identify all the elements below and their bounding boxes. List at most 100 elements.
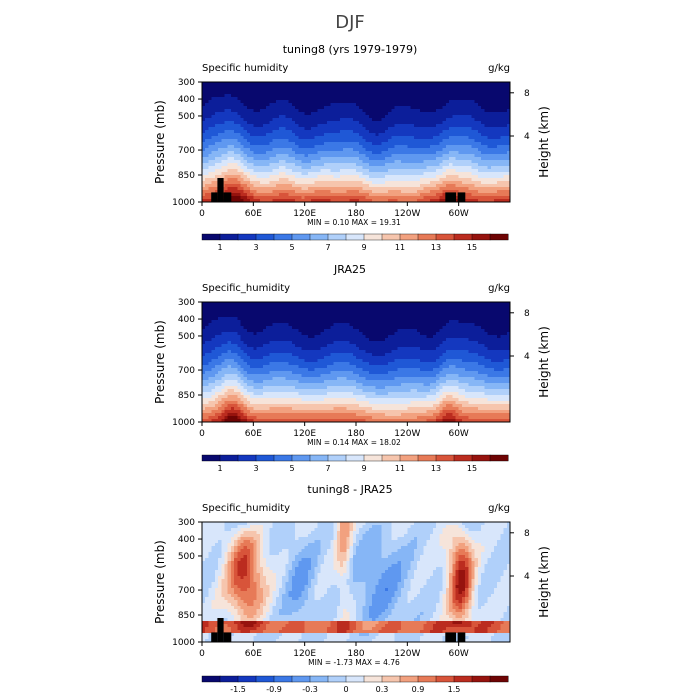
heatmap-cell bbox=[378, 97, 383, 101]
heatmap-cell bbox=[506, 100, 511, 104]
heatmap-cell bbox=[471, 82, 476, 86]
heatmap-cell bbox=[285, 139, 290, 143]
heatmap-cell bbox=[368, 88, 373, 92]
heatmap-cell bbox=[211, 169, 216, 173]
heatmap-cell bbox=[352, 100, 357, 104]
heatmap-cell bbox=[317, 88, 322, 92]
heatmap-cell bbox=[262, 160, 267, 164]
heatmap-cell bbox=[455, 160, 460, 164]
heatmap-cell bbox=[436, 169, 441, 173]
heatmap-cell bbox=[343, 139, 347, 143]
heatmap-cell bbox=[208, 148, 213, 152]
heatmap-cell bbox=[397, 118, 402, 122]
heatmap-cell bbox=[449, 97, 453, 101]
heatmap-cell bbox=[246, 169, 251, 173]
heatmap-cell bbox=[384, 166, 389, 170]
heatmap-cell bbox=[339, 94, 344, 98]
heatmap-cell bbox=[436, 124, 441, 128]
heatmap-cell bbox=[272, 91, 277, 95]
heatmap-cell bbox=[375, 148, 380, 152]
heatmap-cell bbox=[250, 109, 254, 113]
heatmap-cell bbox=[327, 139, 331, 143]
heatmap-cell bbox=[433, 142, 437, 146]
heatmap-cell bbox=[320, 124, 325, 128]
heatmap-cell bbox=[343, 148, 347, 152]
heatmap-cell bbox=[426, 142, 431, 146]
heatmap-cell bbox=[218, 115, 222, 119]
heatmap-cell bbox=[202, 166, 206, 170]
heatmap-cell bbox=[420, 151, 424, 155]
heatmap-cell bbox=[330, 109, 335, 113]
heatmap-cell bbox=[493, 139, 498, 143]
heatmap-cell bbox=[420, 115, 424, 119]
heatmap-cell bbox=[487, 166, 492, 170]
heatmap-cell bbox=[497, 94, 501, 98]
heatmap-cell bbox=[317, 151, 322, 155]
heatmap-cell bbox=[481, 115, 485, 119]
heatmap-cell bbox=[234, 118, 238, 122]
heatmap-cell bbox=[397, 163, 402, 167]
heatmap-cell bbox=[327, 118, 331, 122]
heatmap-cell bbox=[269, 121, 274, 125]
heatmap-cell bbox=[487, 82, 492, 86]
heatmap-cell bbox=[301, 121, 306, 125]
heatmap-cell bbox=[442, 157, 447, 161]
heatmap-cell bbox=[205, 133, 210, 137]
heatmap-cell bbox=[221, 169, 226, 173]
heatmap-cell bbox=[218, 94, 222, 98]
heatmap-cell bbox=[375, 130, 380, 134]
heatmap-cell bbox=[365, 157, 370, 161]
heatmap-cell bbox=[442, 169, 447, 173]
heatmap-cell bbox=[378, 82, 383, 86]
heatmap-cell bbox=[218, 91, 222, 95]
heatmap-cell bbox=[234, 148, 238, 152]
heatmap-cell bbox=[346, 133, 351, 137]
heatmap-cell bbox=[285, 166, 290, 170]
heatmap-cell bbox=[301, 157, 306, 161]
heatmap-cell bbox=[202, 124, 206, 128]
heatmap-cell bbox=[461, 127, 466, 131]
heatmap-cell bbox=[506, 115, 511, 119]
heatmap-cell bbox=[503, 82, 508, 86]
heatmap-cell bbox=[487, 106, 492, 110]
heatmap-cell bbox=[458, 142, 463, 146]
heatmap-cell bbox=[314, 115, 319, 119]
heatmap-cell bbox=[259, 103, 264, 107]
heatmap-cell bbox=[375, 163, 380, 167]
heatmap-cell bbox=[279, 121, 283, 125]
heatmap-cell bbox=[301, 82, 306, 86]
heatmap-cell bbox=[413, 133, 418, 137]
heatmap-cell bbox=[458, 160, 463, 164]
heatmap-cell bbox=[474, 139, 479, 143]
heatmap-cell bbox=[230, 136, 235, 140]
heatmap-cell bbox=[272, 88, 277, 92]
heatmap-cell bbox=[304, 106, 309, 110]
heatmap-cell bbox=[272, 103, 277, 107]
heatmap-cell bbox=[234, 145, 238, 149]
heatmap-cell bbox=[298, 112, 303, 116]
heatmap-cell bbox=[323, 160, 328, 164]
heatmap-cell bbox=[320, 94, 325, 98]
heatmap-cell bbox=[416, 127, 421, 131]
heatmap-cell bbox=[490, 151, 495, 155]
heatmap-cell bbox=[404, 136, 408, 140]
heatmap-cell bbox=[423, 163, 428, 167]
heatmap-cell bbox=[375, 97, 380, 101]
heatmap-cell bbox=[455, 148, 460, 152]
heatmap-cell bbox=[506, 154, 511, 158]
heatmap-cell bbox=[282, 136, 287, 140]
heatmap-cell bbox=[336, 139, 341, 143]
heatmap-cell bbox=[279, 124, 283, 128]
heatmap-cell bbox=[359, 100, 364, 104]
heatmap-cell bbox=[275, 142, 280, 146]
heatmap-cell bbox=[404, 151, 408, 155]
heatmap-cell bbox=[378, 160, 383, 164]
heatmap-cell bbox=[336, 136, 341, 140]
heatmap-cell bbox=[227, 127, 232, 131]
heatmap-cell bbox=[388, 103, 392, 107]
heatmap-cell bbox=[455, 166, 460, 170]
heatmap-cell bbox=[365, 115, 370, 119]
heatmap-cell bbox=[237, 121, 242, 125]
heatmap-cell bbox=[381, 169, 386, 173]
heatmap-cell bbox=[246, 157, 251, 161]
